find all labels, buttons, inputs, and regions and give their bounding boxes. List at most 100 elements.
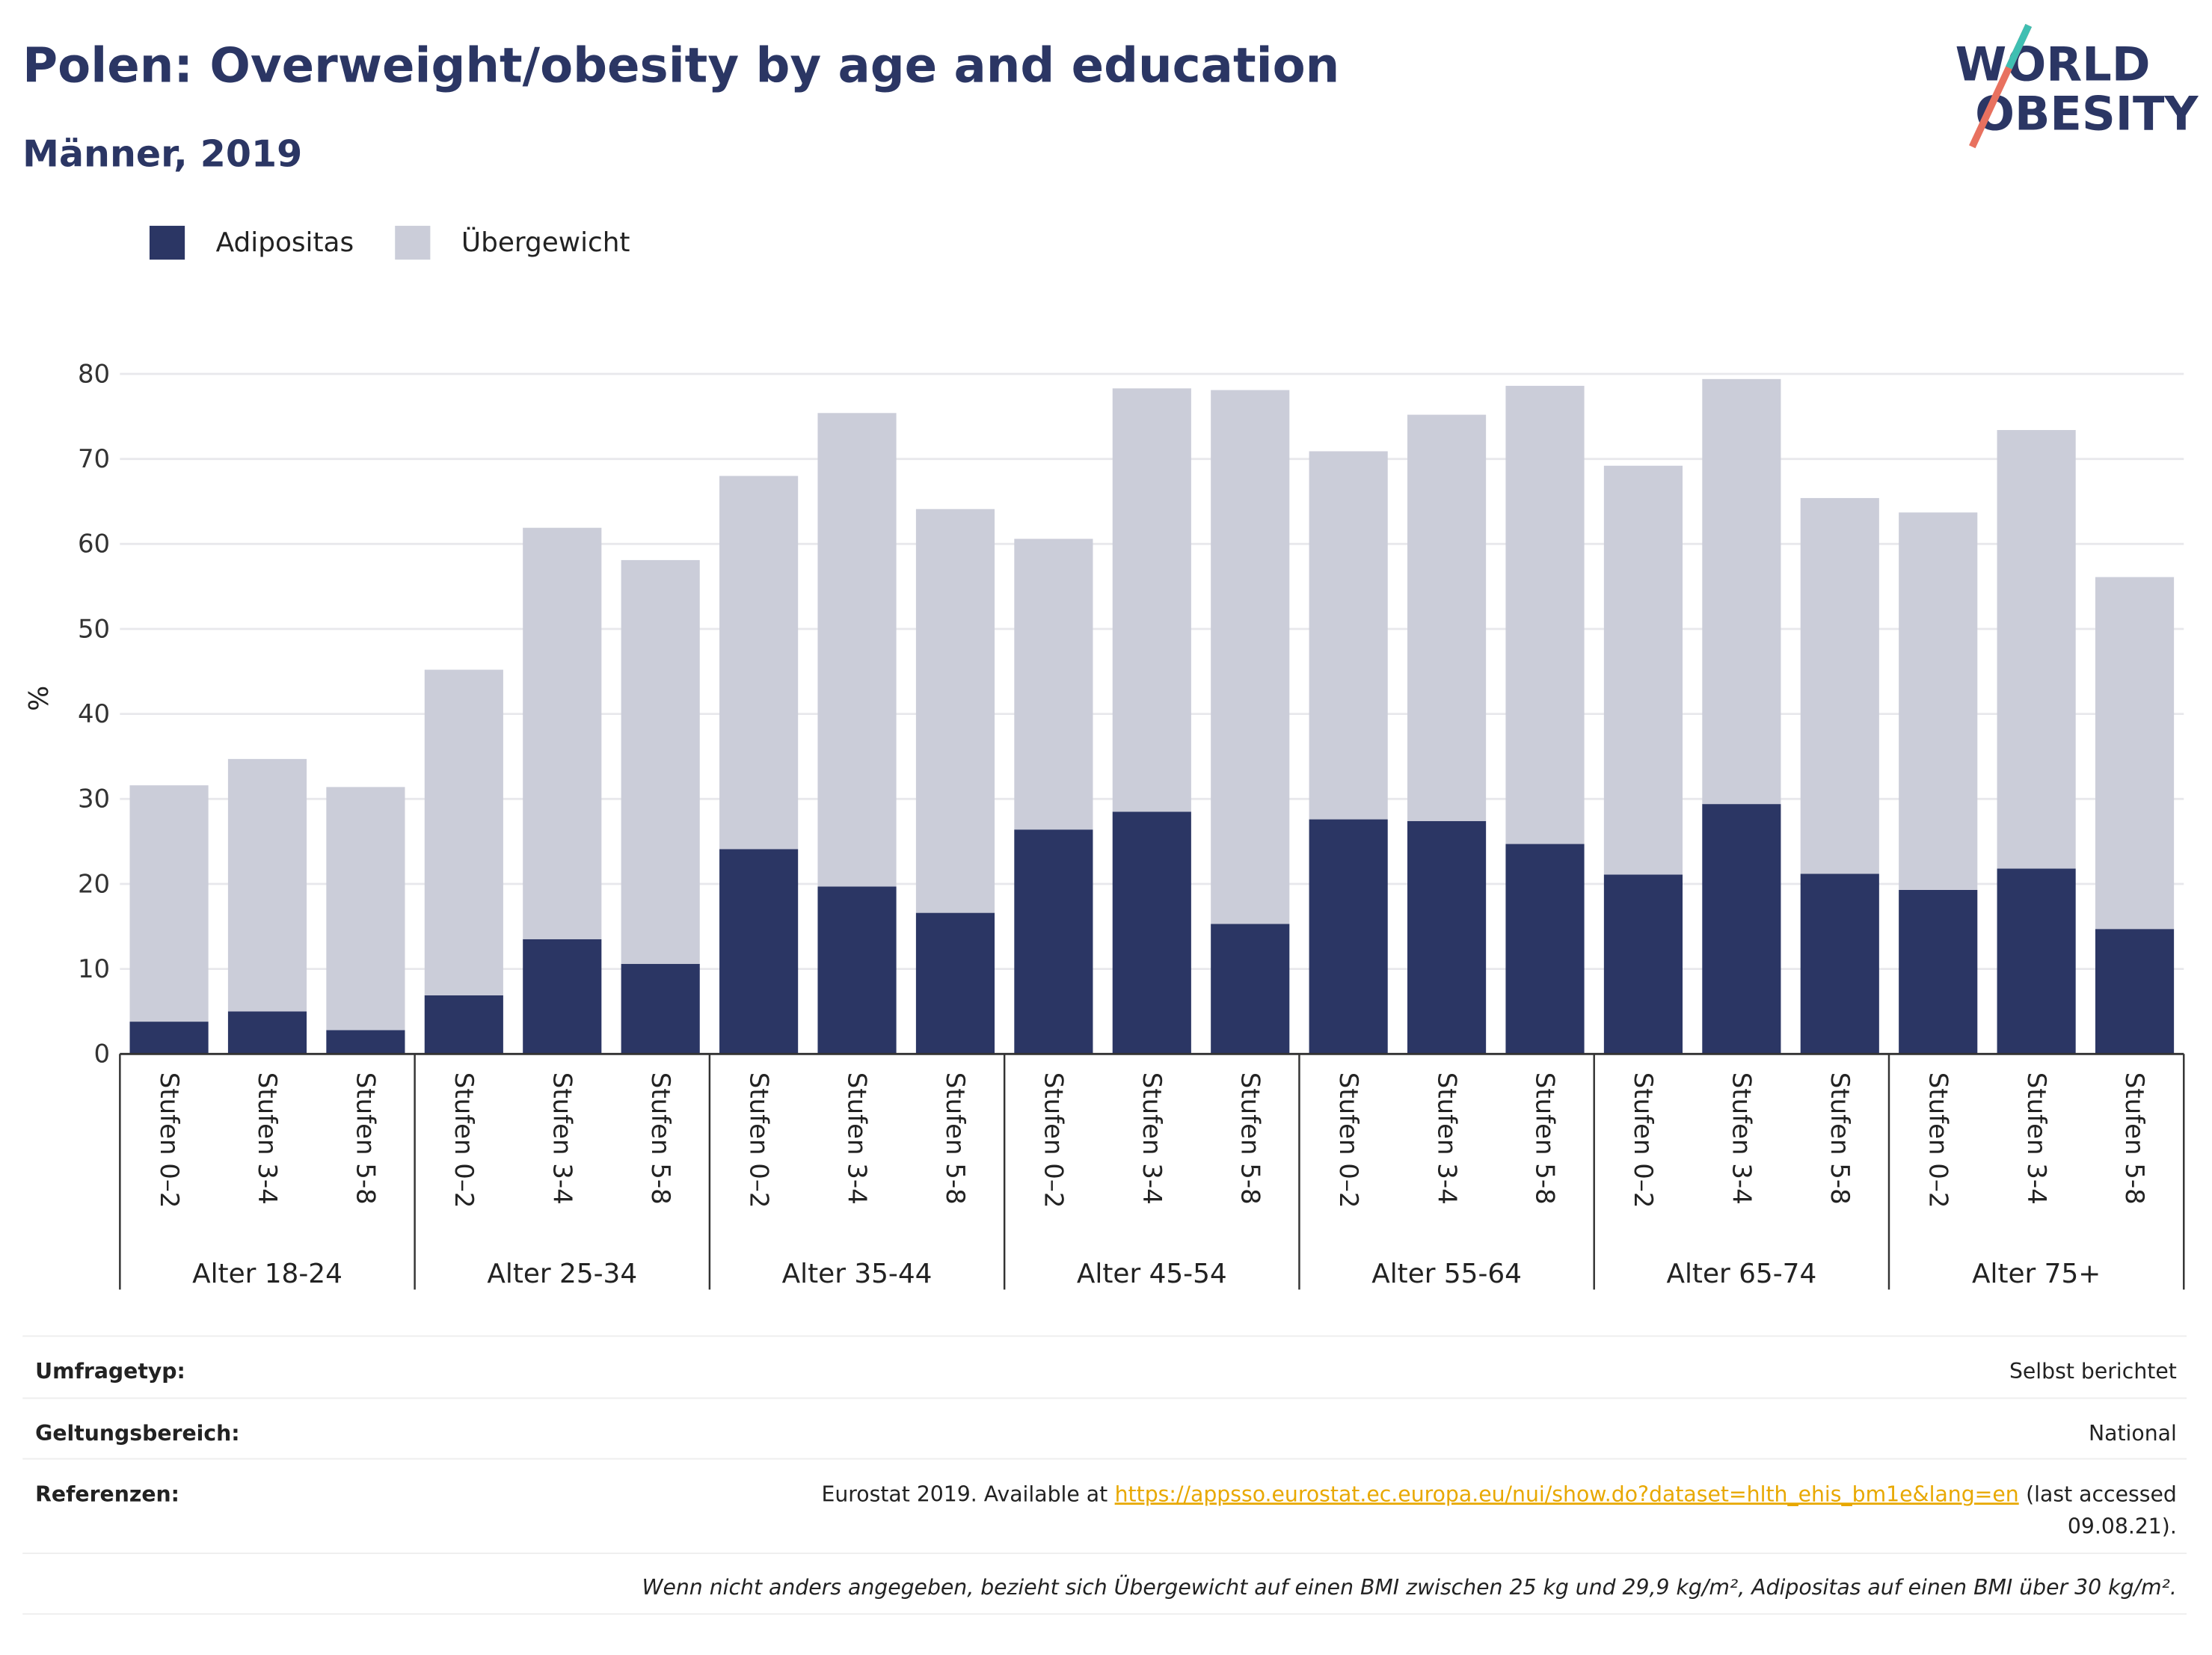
bar-segment xyxy=(523,527,602,939)
bar-segment xyxy=(1505,385,1585,844)
bar-segment xyxy=(1112,388,1191,812)
bar-segment xyxy=(424,995,503,1054)
info-value: Selbst berichtet xyxy=(2009,1359,2177,1384)
bar-segment xyxy=(1800,873,1879,1054)
x-tick-label: Stufen 3-4 xyxy=(1431,1072,1461,1205)
y-tick-label: 70 xyxy=(78,444,110,474)
bar-segment xyxy=(817,413,897,887)
bar-segment xyxy=(1603,874,1683,1054)
y-tick-label: 20 xyxy=(78,869,110,899)
bar-segment xyxy=(915,912,995,1054)
x-tick-label: Stufen 0–2 xyxy=(1628,1072,1658,1209)
bar-segment xyxy=(1997,430,2076,869)
x-tick-label: Stufen 0–2 xyxy=(1923,1072,1953,1209)
bar-segment xyxy=(1702,378,1781,805)
bar-segment xyxy=(1702,804,1781,1054)
chart-subtitle: Männer, 2019 xyxy=(22,132,302,176)
group-label: Alter 65-74 xyxy=(1666,1259,1816,1289)
bar-segment xyxy=(1211,390,1290,924)
x-tick-label: Stufen 5-8 xyxy=(645,1072,675,1205)
y-tick-label: 50 xyxy=(78,614,110,644)
bar-segment xyxy=(915,509,995,913)
logo-text: OBESITY xyxy=(1975,87,2199,141)
bar-segment xyxy=(1899,889,1978,1054)
x-tick-label: Stufen 5-8 xyxy=(2119,1072,2149,1205)
bar-segment xyxy=(1014,538,1093,830)
info-value: 09.08.21). xyxy=(2068,1514,2177,1539)
x-tick-label: Stufen 3-4 xyxy=(842,1072,872,1205)
bar-segment xyxy=(1407,820,1487,1054)
x-tick-label: Stufen 0–2 xyxy=(1039,1072,1069,1209)
logo-text: WORLD xyxy=(1956,37,2151,92)
x-tick-label: Stufen 5-8 xyxy=(351,1072,381,1205)
group-label: Alter 45-54 xyxy=(1077,1259,1227,1289)
group-label: Alter 18-24 xyxy=(192,1259,342,1289)
bar-segment xyxy=(523,939,602,1054)
y-tick-label: 40 xyxy=(78,699,110,729)
bar-segment xyxy=(1997,868,2076,1054)
bar-segment xyxy=(1309,451,1388,820)
bar-segment xyxy=(129,785,209,1022)
bar-segment xyxy=(326,1030,405,1054)
bar-segment xyxy=(817,886,897,1054)
bar-segment xyxy=(719,849,799,1054)
legend-swatch xyxy=(395,225,431,260)
x-tick-label: Stufen 3-4 xyxy=(252,1072,282,1205)
ref-text: Eurostat 2019. Available at xyxy=(821,1481,1107,1506)
x-tick-label: Stufen 0–2 xyxy=(449,1072,479,1209)
x-tick-label: Stufen 0–2 xyxy=(1333,1072,1363,1209)
info-label: Referenzen: xyxy=(35,1481,179,1506)
group-label: Alter 35-44 xyxy=(782,1259,933,1289)
bar-segment xyxy=(129,1022,209,1054)
footnote: Wenn nicht anders angegeben, bezieht sic… xyxy=(642,1574,2177,1600)
info-value: Eurostat 2019. Available at https://appss… xyxy=(821,1481,2176,1506)
bar-segment xyxy=(621,963,700,1054)
bar-segment xyxy=(2095,929,2175,1054)
chart-title: Polen: Overweight/obesity by age and edu… xyxy=(22,37,1339,93)
bar-segment xyxy=(1112,811,1191,1054)
bar-segment xyxy=(1309,819,1388,1054)
group-label: Alter 55-64 xyxy=(1371,1259,1522,1289)
bar-segment xyxy=(1407,414,1487,821)
bar-segment xyxy=(1603,465,1683,875)
x-tick-label: Stufen 3-4 xyxy=(547,1072,577,1205)
bar-segment xyxy=(326,787,405,1031)
info-label: Umfragetyp: xyxy=(35,1359,185,1384)
x-tick-label: Stufen 3-4 xyxy=(1137,1072,1167,1205)
y-tick-label: 0 xyxy=(94,1040,111,1069)
bar-segment xyxy=(227,758,307,1012)
bar-segment xyxy=(1899,512,1978,890)
y-tick-label: 80 xyxy=(78,359,110,389)
bar-segment xyxy=(2095,577,2175,930)
x-tick-label: Stufen 5-8 xyxy=(1235,1072,1265,1205)
x-tick-label: Stufen 0–2 xyxy=(743,1072,773,1209)
bar-segment xyxy=(1505,844,1585,1054)
bar-segment xyxy=(227,1011,307,1054)
bar-segment xyxy=(1800,497,1879,874)
legend-label: Übergewicht xyxy=(461,227,630,258)
bar-segment xyxy=(621,559,700,964)
bar-segment xyxy=(1014,829,1093,1054)
x-tick-label: Stufen 5-8 xyxy=(940,1072,970,1205)
x-tick-label: Stufen 5-8 xyxy=(1530,1072,1560,1205)
info-value: National xyxy=(2089,1421,2177,1446)
x-tick-label: Stufen 5-8 xyxy=(1825,1072,1855,1205)
y-axis-label: % xyxy=(24,686,55,711)
x-tick-label: Stufen 3-4 xyxy=(1727,1072,1757,1205)
group-label: Alter 25-34 xyxy=(487,1259,637,1289)
y-tick-label: 60 xyxy=(78,529,110,559)
bar-segment xyxy=(424,669,503,995)
y-tick-label: 30 xyxy=(78,784,110,814)
x-tick-label: Stufen 3-4 xyxy=(2021,1072,2051,1205)
bar-segment xyxy=(1211,924,1290,1054)
info-table: Umfragetyp: Selbst berichtet Geltungsber… xyxy=(22,1335,2187,1615)
group-label: Alter 75+ xyxy=(1972,1259,2101,1289)
x-tick-label: Stufen 0–2 xyxy=(154,1072,184,1209)
logo-slash xyxy=(2006,24,2033,70)
legend-label: Adipositas xyxy=(216,227,354,258)
ref-text: (last accessed xyxy=(2026,1481,2177,1506)
ref-link[interactable]: https://appsso.eurostat.ec.europa.eu/nui… xyxy=(1115,1481,2019,1506)
info-label: Geltungsbereich: xyxy=(35,1421,239,1446)
